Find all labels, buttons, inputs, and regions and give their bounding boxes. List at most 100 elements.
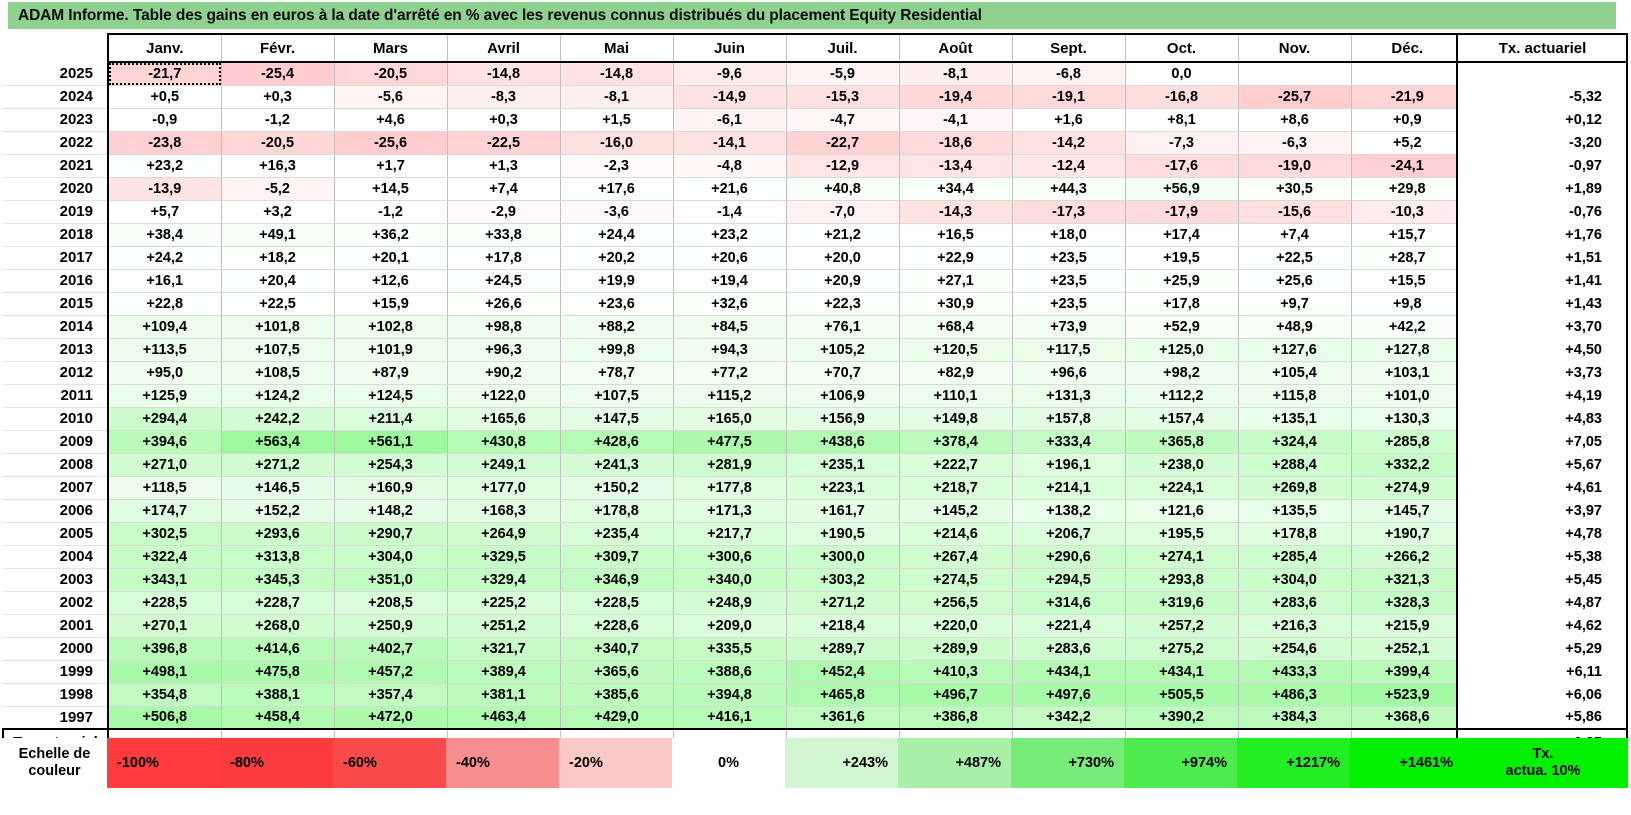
gain-cell[interactable]: -25,6 bbox=[333, 130, 448, 155]
tx-actuariel-value[interactable]: +3,70 bbox=[1456, 315, 1628, 338]
gain-cell[interactable]: +105,2 bbox=[785, 337, 900, 362]
gain-cell[interactable]: +354,8 bbox=[107, 682, 222, 707]
gain-cell[interactable]: +7,4 bbox=[1237, 222, 1352, 247]
gain-cell[interactable]: +357,4 bbox=[333, 682, 448, 707]
gain-cell[interactable]: +342,2 bbox=[1011, 705, 1126, 730]
gain-cell[interactable]: +14,5 bbox=[333, 176, 448, 201]
gain-cell[interactable]: +7,4 bbox=[446, 176, 561, 201]
gain-cell[interactable]: +430,8 bbox=[446, 429, 561, 454]
gain-cell[interactable]: +416,1 bbox=[672, 705, 787, 730]
gain-cell[interactable]: -7,3 bbox=[1124, 130, 1239, 155]
gain-cell[interactable]: +21,2 bbox=[785, 222, 900, 247]
gain-cell[interactable]: +23,5 bbox=[1011, 245, 1126, 270]
gain-cell[interactable]: -2,9 bbox=[446, 199, 561, 224]
gain-cell[interactable]: +218,7 bbox=[898, 475, 1013, 500]
gain-cell[interactable]: +24,2 bbox=[107, 245, 222, 270]
gain-cell[interactable]: +300,0 bbox=[785, 544, 900, 569]
gain-cell[interactable]: +22,5 bbox=[220, 291, 335, 316]
gain-cell[interactable]: +32,6 bbox=[672, 291, 787, 316]
gain-cell[interactable]: -19,4 bbox=[898, 84, 1013, 109]
gain-cell[interactable]: +165,0 bbox=[672, 406, 787, 431]
gain-cell[interactable]: +250,9 bbox=[333, 613, 448, 638]
gain-cell[interactable]: +23,2 bbox=[672, 222, 787, 247]
gain-cell[interactable]: +378,4 bbox=[898, 429, 1013, 454]
gain-cell[interactable]: +73,9 bbox=[1011, 314, 1126, 339]
tx-actuariel-value[interactable]: +7,05 bbox=[1456, 430, 1628, 453]
gain-cell[interactable]: +329,4 bbox=[446, 567, 561, 592]
gain-cell[interactable]: +402,7 bbox=[333, 636, 448, 661]
gain-cell[interactable]: +96,3 bbox=[446, 337, 561, 362]
gain-cell[interactable]: +329,5 bbox=[446, 544, 561, 569]
gain-cell[interactable]: +115,2 bbox=[672, 383, 787, 408]
gain-cell[interactable]: +15,5 bbox=[1350, 268, 1465, 293]
gain-cell[interactable]: -20,5 bbox=[333, 62, 448, 86]
gain-cell[interactable]: -15,6 bbox=[1237, 199, 1352, 224]
gain-cell[interactable]: +152,2 bbox=[220, 498, 335, 523]
gain-cell[interactable]: -14,2 bbox=[1011, 130, 1126, 155]
gain-cell[interactable]: +264,9 bbox=[446, 521, 561, 546]
gain-cell[interactable]: +271,2 bbox=[220, 452, 335, 477]
gain-cell[interactable]: +1,6 bbox=[1011, 107, 1126, 132]
gain-cell[interactable]: +120,5 bbox=[898, 337, 1013, 362]
tx-actuariel-value[interactable]: +4,19 bbox=[1456, 384, 1628, 407]
gain-cell[interactable]: +99,8 bbox=[559, 337, 674, 362]
gain-cell[interactable]: +171,3 bbox=[672, 498, 787, 523]
gain-cell[interactable]: +283,6 bbox=[1011, 636, 1126, 661]
gain-cell[interactable]: +190,7 bbox=[1350, 521, 1465, 546]
gain-cell[interactable]: +361,6 bbox=[785, 705, 900, 730]
gain-cell[interactable]: +241,3 bbox=[559, 452, 674, 477]
gain-cell[interactable]: -1,2 bbox=[333, 199, 448, 224]
gain-cell[interactable]: +87,9 bbox=[333, 360, 448, 385]
gain-cell[interactable]: +98,8 bbox=[446, 314, 561, 339]
gain-cell[interactable]: +36,2 bbox=[333, 222, 448, 247]
gain-cell[interactable]: +281,9 bbox=[672, 452, 787, 477]
gain-cell[interactable]: +12,6 bbox=[333, 268, 448, 293]
gain-cell[interactable]: +365,6 bbox=[559, 659, 674, 684]
gain-cell[interactable]: +345,3 bbox=[220, 567, 335, 592]
gain-cell[interactable]: +381,1 bbox=[446, 682, 561, 707]
gain-cell[interactable]: +290,6 bbox=[1011, 544, 1126, 569]
gain-cell[interactable]: +84,5 bbox=[672, 314, 787, 339]
gain-cell[interactable]: +256,5 bbox=[898, 590, 1013, 615]
gain-cell[interactable]: +18,2 bbox=[220, 245, 335, 270]
gain-cell[interactable]: +42,2 bbox=[1350, 314, 1465, 339]
gain-cell[interactable]: +38,4 bbox=[107, 222, 222, 247]
gain-cell[interactable]: +368,6 bbox=[1350, 705, 1465, 730]
gain-cell[interactable]: +190,5 bbox=[785, 521, 900, 546]
gain-cell[interactable]: +24,5 bbox=[446, 268, 561, 293]
gain-cell[interactable]: -4,7 bbox=[785, 107, 900, 132]
gain-cell[interactable]: +477,5 bbox=[672, 429, 787, 454]
gain-cell[interactable]: +228,6 bbox=[559, 613, 674, 638]
gain-cell[interactable]: 0,0 bbox=[1124, 62, 1239, 86]
gain-cell[interactable]: +177,8 bbox=[672, 475, 787, 500]
tx-actuariel-value[interactable]: +6,06 bbox=[1456, 683, 1628, 706]
gain-cell[interactable]: +0,3 bbox=[446, 107, 561, 132]
gain-cell[interactable]: +561,1 bbox=[333, 429, 448, 454]
gain-cell[interactable]: +23,2 bbox=[107, 153, 222, 178]
gain-cell[interactable]: +266,2 bbox=[1350, 544, 1465, 569]
gain-cell[interactable]: -25,4 bbox=[220, 62, 335, 86]
gain-cell[interactable]: -2,3 bbox=[559, 153, 674, 178]
gain-cell[interactable]: +160,9 bbox=[333, 475, 448, 500]
gain-cell[interactable]: +149,8 bbox=[898, 406, 1013, 431]
tx-actuariel-value[interactable]: +1,51 bbox=[1456, 246, 1628, 269]
gain-cell[interactable]: -3,6 bbox=[559, 199, 674, 224]
gain-cell[interactable]: +124,2 bbox=[220, 383, 335, 408]
gain-cell[interactable]: +388,1 bbox=[220, 682, 335, 707]
gain-cell[interactable]: +497,6 bbox=[1011, 682, 1126, 707]
gain-cell[interactable]: +206,7 bbox=[1011, 521, 1126, 546]
gain-cell[interactable]: +19,5 bbox=[1124, 245, 1239, 270]
gain-cell[interactable]: +300,6 bbox=[672, 544, 787, 569]
gain-cell[interactable]: +127,8 bbox=[1350, 337, 1465, 362]
gain-cell[interactable]: +220,0 bbox=[898, 613, 1013, 638]
gain-cell[interactable]: +101,9 bbox=[333, 337, 448, 362]
gain-cell[interactable]: -8,3 bbox=[446, 84, 561, 109]
gain-cell[interactable]: +274,1 bbox=[1124, 544, 1239, 569]
gain-cell[interactable]: +107,5 bbox=[220, 337, 335, 362]
gain-cell[interactable]: +110,1 bbox=[898, 383, 1013, 408]
gain-cell[interactable]: -19,0 bbox=[1237, 153, 1352, 178]
gain-cell[interactable]: +457,2 bbox=[333, 659, 448, 684]
gain-cell[interactable]: +16,3 bbox=[220, 153, 335, 178]
gain-cell[interactable]: +228,5 bbox=[107, 590, 222, 615]
gain-cell[interactable]: -5,2 bbox=[220, 176, 335, 201]
